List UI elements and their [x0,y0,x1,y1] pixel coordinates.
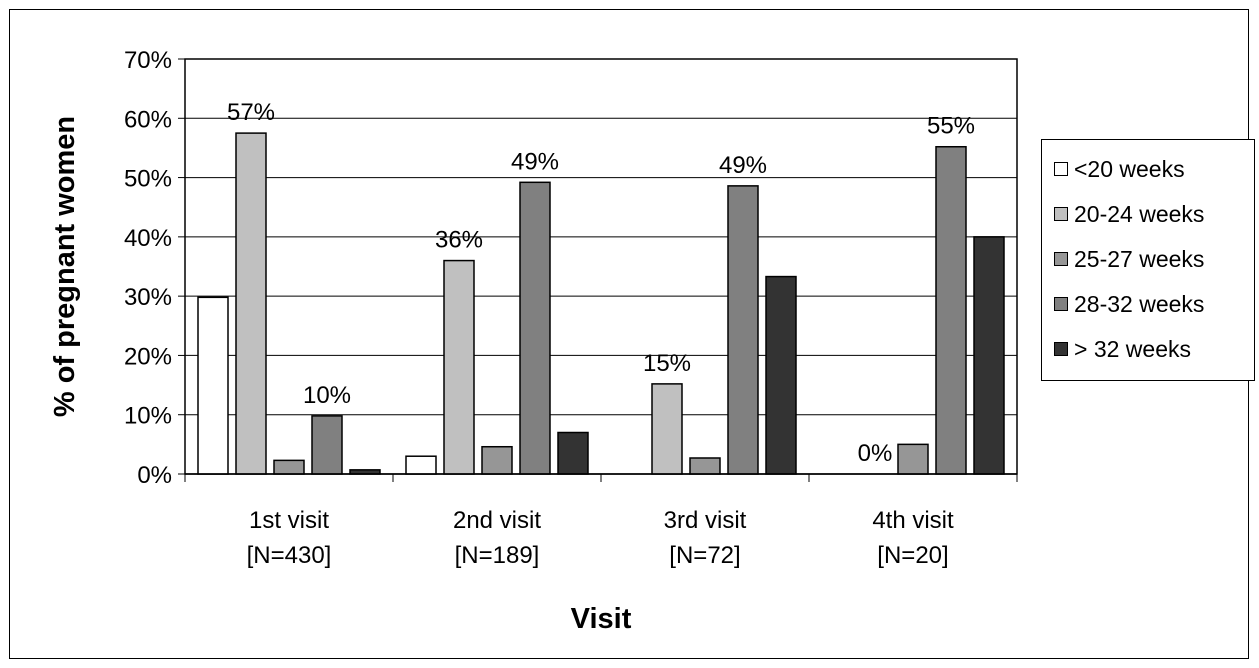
legend-label: <20 weeks [1074,155,1185,182]
x-category-label: [N=189] [455,542,540,569]
x-category-label: 2nd visit [453,507,541,534]
x-category-label: 3rd visit [664,507,747,534]
legend: <20 weeks 20-24 weeks 25-27 weeks 28-32 wee… [1041,139,1255,381]
legend-item: > 32 weeks [1054,334,1191,364]
legend-swatch [1054,297,1068,311]
data-label: 57% [227,99,275,126]
plot-area [184,58,1018,475]
y-axis-title: % of pregnant women [49,116,81,417]
data-label: 0% [858,440,893,467]
y-tick-label: 10% [124,403,172,430]
y-tick-label: 70% [124,47,172,74]
y-tick-label: 60% [124,106,172,133]
bar [973,236,1005,475]
bar [519,181,551,475]
legend-label: 25-27 weeks [1074,245,1205,272]
bar [273,459,305,475]
legend-item: <20 weeks [1054,154,1185,184]
data-label: 10% [303,382,351,409]
bar [689,457,721,475]
data-label: 15% [643,350,691,377]
legend-swatch [1054,342,1068,356]
legend-label: 20-24 weeks [1074,200,1205,227]
y-tick-label: 20% [124,343,172,370]
legend-swatch [1054,252,1068,266]
bar [557,431,589,475]
bar [727,185,759,475]
legend-label: > 32 weeks [1074,335,1191,362]
x-category-label: [N=430] [247,542,332,569]
legend-item: 25-27 weeks [1054,244,1204,274]
x-category-label: [N=20] [877,542,948,569]
x-category-label: 4th visit [872,507,954,534]
bar [311,415,343,475]
bar [481,445,513,475]
bar [443,259,475,475]
y-tick-label: 0% [137,462,172,489]
legend-swatch [1054,162,1068,176]
bar [235,132,267,475]
bar [405,455,437,475]
legend-label: 28-32 weeks [1074,290,1205,317]
legend-item: 28-32 weeks [1054,289,1204,319]
bar [935,145,967,475]
x-axis-title: Visit [571,603,632,635]
legend-swatch [1054,207,1068,221]
y-tick-label: 30% [124,284,172,311]
y-tick-label: 40% [124,225,172,252]
data-label: 55% [927,113,975,140]
data-label: 49% [719,152,767,179]
y-tick-label: 50% [124,166,172,193]
data-label: 49% [511,148,559,175]
bar [897,443,929,475]
x-category-label: 1st visit [249,507,329,534]
bar [651,383,683,475]
bar [197,296,229,475]
x-category-label: [N=72] [669,542,740,569]
bar [765,275,797,475]
legend-item: 20-24 weeks [1054,199,1204,229]
data-label: 36% [435,227,483,254]
